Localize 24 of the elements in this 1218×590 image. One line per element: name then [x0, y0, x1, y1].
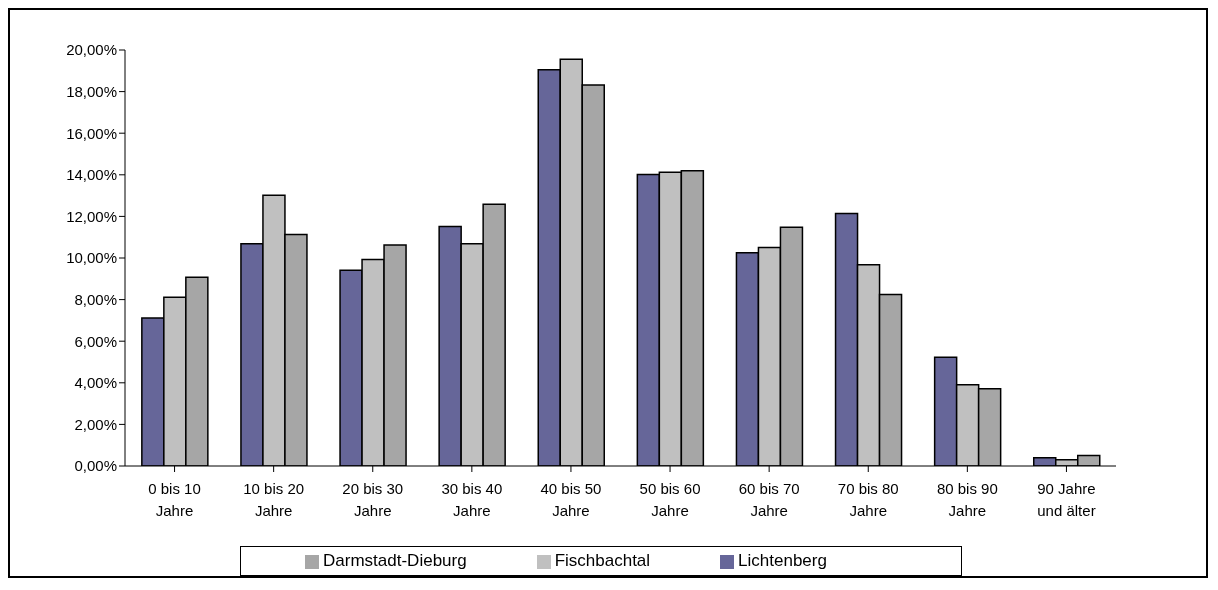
y-tick-label: 10,00%: [66, 249, 117, 267]
x-tick-label: 20 bis 30 Jahre: [342, 480, 404, 519]
y-tick-label: 20,00%: [66, 41, 117, 59]
x-tick-label: 0 bis 10 Jahre: [148, 480, 201, 519]
legend-label: Fischbachtal: [554, 551, 651, 570]
y-tick-label: 6,00%: [74, 332, 117, 350]
y-tick-label: 16,00%: [66, 124, 117, 142]
legend-label: Darmstadt-Dieburg: [323, 551, 467, 570]
x-tick-label: 80 bis 90 Jahre: [936, 480, 998, 519]
x-tick-label: 90 Jahre und älter: [1037, 480, 1096, 519]
x-tick-label: 70 bis 80 Jahre: [837, 480, 899, 519]
x-tick-label: 30 bis 40 Jahre: [441, 480, 503, 519]
x-tick-label: 40 bis 50 Jahre: [540, 480, 602, 519]
x-tick-label: 10 bis 20 Jahre: [243, 480, 305, 519]
y-tick-label: 12,00%: [66, 207, 117, 225]
y-tick-label: 14,00%: [66, 166, 117, 184]
y-tick-label: 0,00%: [74, 457, 117, 475]
y-tick-label: 18,00%: [66, 82, 117, 100]
x-tick-label: 60 bis 70 Jahre: [738, 480, 800, 519]
x-tick-label: 50 bis 60 Jahre: [639, 480, 701, 519]
legend-label: Lichtenberg: [738, 551, 827, 570]
y-tick-label: 4,00%: [74, 374, 117, 392]
y-tick-label: 2,00%: [74, 415, 117, 433]
y-tick-label: 8,00%: [74, 290, 117, 308]
